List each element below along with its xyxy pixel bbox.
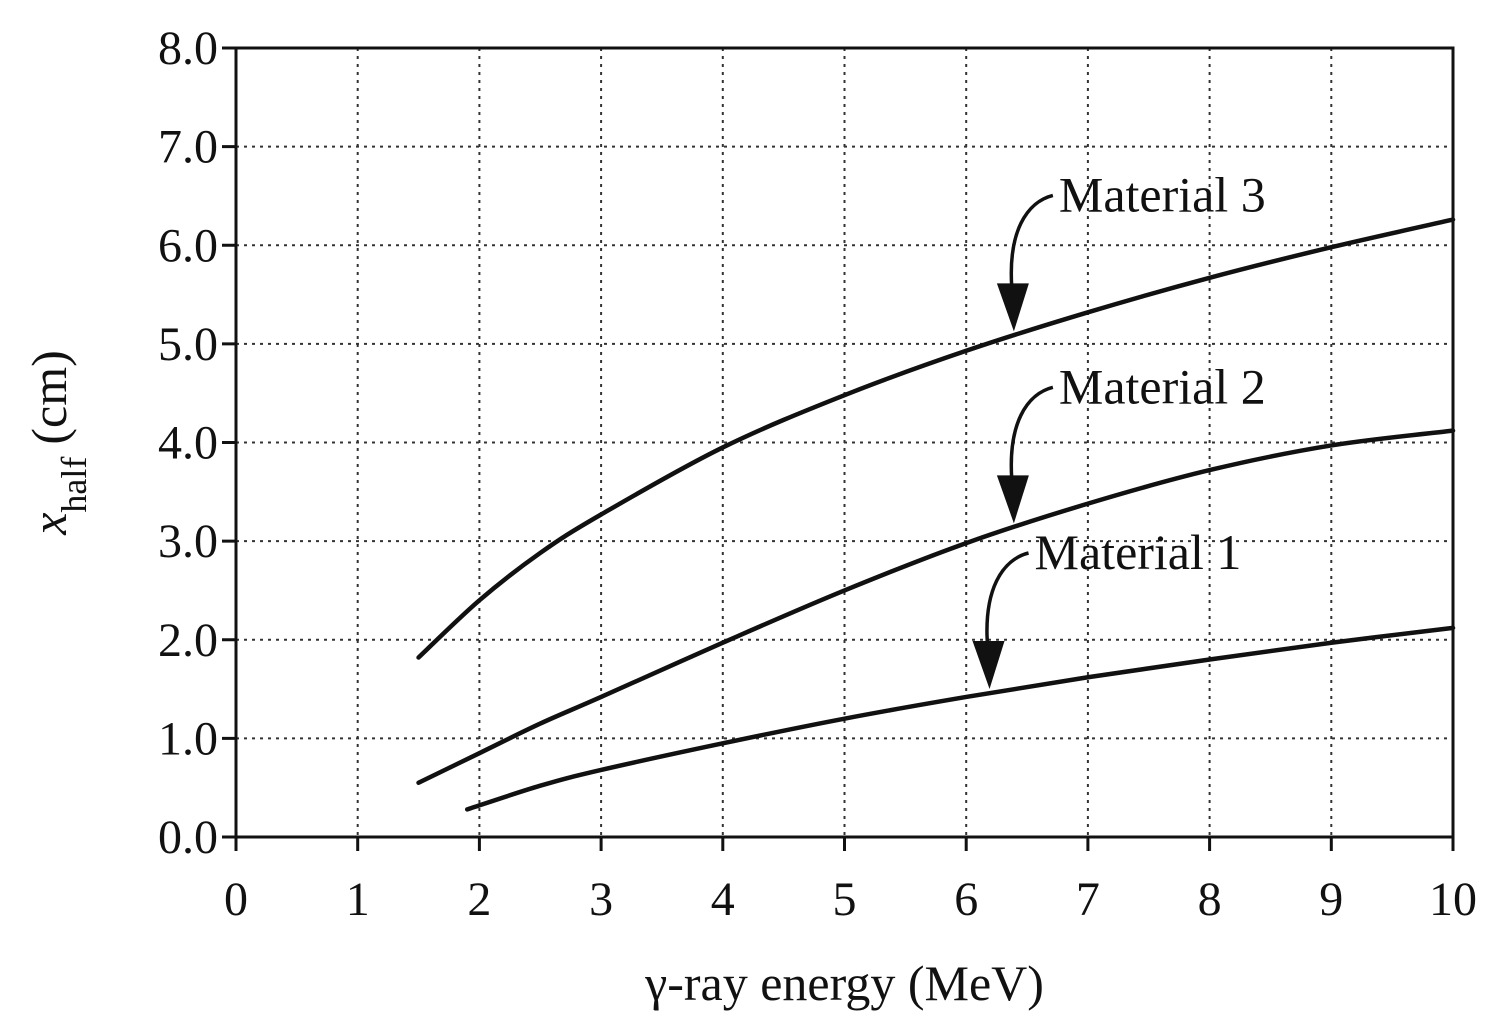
x-tick-label: 9 (1319, 873, 1343, 926)
annotation-arrowhead-1 (996, 283, 1029, 332)
x-tick-label: 7 (1076, 873, 1100, 926)
series-line-material-1 (464, 625, 1456, 812)
y-tick-label: 4.0 (158, 417, 218, 470)
y-axis-title-unit: (cm) (21, 350, 77, 444)
y-tick-label: 5.0 (158, 318, 218, 371)
annotation-leader-1 (1009, 193, 1054, 300)
annotation-label-3: Material 1 (1035, 524, 1242, 580)
annotation-label-2: Material 2 (1059, 358, 1266, 414)
y-tick-label: 3.0 (158, 515, 218, 568)
x-tick-label: 2 (467, 873, 491, 926)
annotation-arrowhead-2 (996, 475, 1029, 524)
annotation-label-1: Material 3 (1059, 166, 1266, 222)
curve-layer (416, 217, 1456, 812)
y-tick-label: 1.0 (158, 712, 218, 765)
y-axis-title-sub: half (54, 457, 94, 513)
x-tick-label: 4 (711, 873, 735, 926)
series-line-material-2 (416, 428, 1456, 786)
x-tick-label: 0 (224, 873, 248, 926)
x-tick-label: 1 (346, 873, 370, 926)
x-tick-label: 5 (833, 873, 857, 926)
x-axis-title: γ-ray energy (MeV) (644, 955, 1044, 1011)
annotation-leader-2 (1009, 385, 1054, 492)
y-tick-label: 8.0 (158, 22, 218, 75)
x-tick-label: 10 (1429, 873, 1477, 926)
annotation-arrowhead-3 (972, 641, 1005, 690)
y-axis-title: xhalf (cm) (21, 350, 94, 536)
series-line-material-3 (416, 217, 1456, 660)
y-axis-title-main: x (21, 513, 77, 536)
x-tick-label: 3 (589, 873, 613, 926)
y-tick-label: 7.0 (158, 121, 218, 174)
y-tick-label: 2.0 (158, 614, 218, 667)
x-tick-label: 6 (954, 873, 978, 926)
annotation-layer: Material 3 Material 2 Material 1 (972, 166, 1266, 690)
y-tick-label: 0.0 (158, 811, 218, 864)
x-tick-label: 8 (1198, 873, 1222, 926)
tick-label-layer: 0 1 2 3 4 5 6 7 8 9 10 0.0 1.0 2.0 3.0 4.0 5.0 6.0 7.0 8.0 (158, 22, 1477, 926)
grid-layer (236, 48, 1453, 837)
annotation-leader-3 (985, 551, 1030, 658)
y-tick-label: 6.0 (158, 219, 218, 272)
